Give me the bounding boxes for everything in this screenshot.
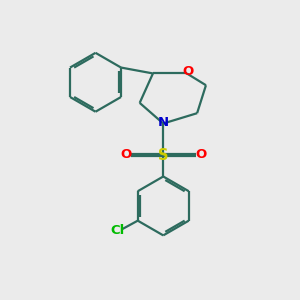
Text: O: O: [183, 65, 194, 79]
Text: O: O: [195, 148, 207, 161]
Text: S: S: [158, 148, 169, 164]
Text: O: O: [120, 148, 131, 161]
Text: N: N: [158, 116, 169, 128]
Text: Cl: Cl: [110, 224, 124, 238]
